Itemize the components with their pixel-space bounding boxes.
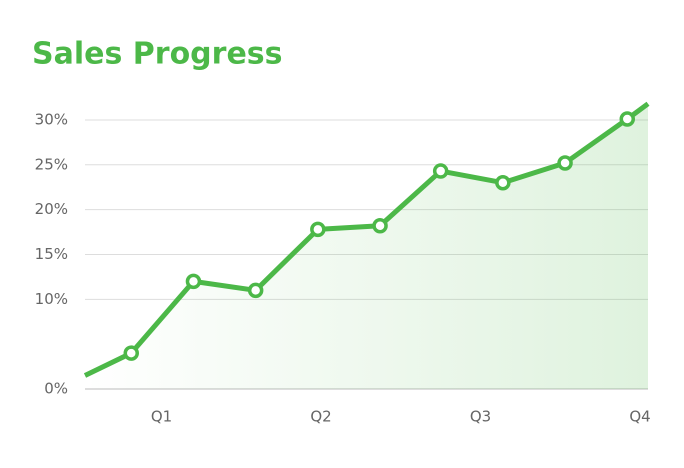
data-point: [372, 218, 388, 234]
x-tick-label: Q3: [470, 408, 491, 426]
y-tick-label: 20%: [35, 200, 68, 218]
data-point: [619, 111, 636, 127]
data-point: [247, 282, 264, 299]
x-tick-label: Q2: [310, 408, 331, 426]
data-point: [310, 221, 326, 238]
chart-title: Sales Progress: [32, 37, 283, 72]
data-point: [185, 273, 202, 290]
data-point: [123, 345, 140, 361]
y-tick-label: 10%: [35, 290, 68, 308]
y-tick-label: 25%: [35, 155, 68, 173]
y-tick-label: 15%: [35, 245, 68, 263]
y-tick-label: 0%: [44, 380, 68, 398]
data-point: [432, 163, 449, 179]
x-tick-label: Q4: [629, 408, 650, 426]
data-point: [495, 174, 511, 191]
area: [85, 103, 648, 389]
x-tick-label: Q1: [151, 408, 172, 426]
y-tick-label: 30%: [35, 110, 68, 128]
data-point: [557, 155, 573, 171]
